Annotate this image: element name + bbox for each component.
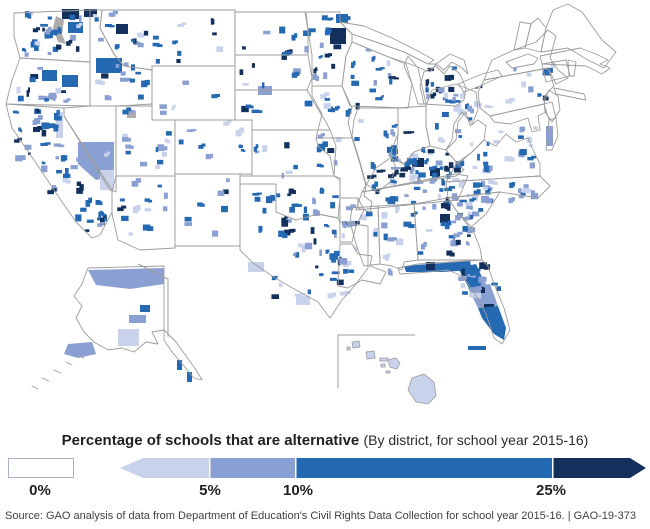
source-note: Source: GAO analysis of data from Depart… (5, 510, 637, 522)
great-lakes (339, 21, 539, 105)
hawaii-inset-border (337, 334, 415, 388)
legend-bin-10-25 (296, 458, 552, 478)
alaska-inset-border (137, 263, 169, 337)
map-title-text: Percentage of schools that are alternati… (61, 432, 360, 449)
map-title: Percentage of schools that are alternati… (0, 432, 650, 449)
inset-borders (137, 263, 415, 388)
legend-bin-5-10 (210, 458, 295, 478)
legend-bin-under-5 (120, 458, 209, 478)
legend-bin-over-25 (553, 458, 646, 478)
us-choropleth-map (5, 3, 617, 405)
legend-zero-swatch (8, 458, 74, 478)
legend-label-0: 0% (29, 482, 51, 499)
district-shading-layer (12, 9, 555, 405)
map-title-qualifier: (By district, for school year 2015-16) (363, 432, 589, 448)
legend-arrow (120, 458, 646, 478)
legend: 0% 5% 10% 25% (0, 455, 650, 505)
state-boundaries (5, 3, 617, 390)
legend-label-25: 25% (535, 482, 567, 499)
legend-label-5: 5% (199, 482, 221, 499)
legend-label-10: 10% (282, 482, 314, 499)
